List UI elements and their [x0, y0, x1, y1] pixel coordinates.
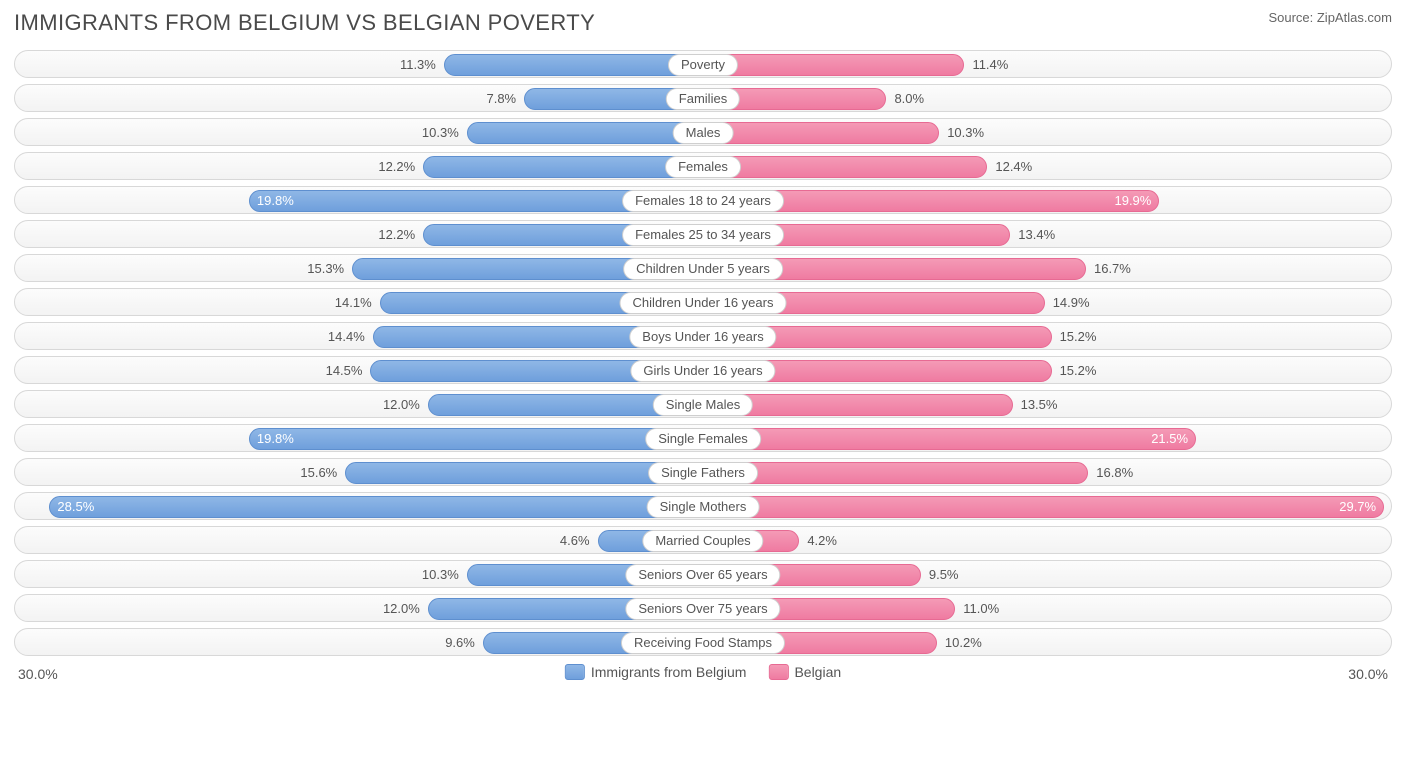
legend-label-left: Immigrants from Belgium: [591, 664, 747, 680]
category-label: Females 18 to 24 years: [622, 190, 784, 212]
chart-title: IMMIGRANTS FROM BELGIUM VS BELGIAN POVER…: [14, 10, 595, 36]
bar-left: [423, 156, 703, 178]
value-left: 14.5%: [326, 357, 363, 385]
value-right: 16.7%: [1094, 255, 1131, 283]
value-right: 15.2%: [1060, 323, 1097, 351]
category-label: Seniors Over 65 years: [625, 564, 780, 586]
bar-row: 7.8% 8.0% Families: [14, 84, 1392, 112]
bar-left: [49, 496, 703, 518]
value-right: 4.2%: [807, 527, 837, 555]
bar-row: 10.3% 10.3% Males: [14, 118, 1392, 146]
value-left: 10.3%: [422, 561, 459, 589]
legend-label-right: Belgian: [794, 664, 841, 680]
value-right: 14.9%: [1053, 289, 1090, 317]
value-left: 14.1%: [335, 289, 372, 317]
legend-item-right: Belgian: [768, 664, 841, 680]
bar-row: 4.6% 4.2% Married Couples: [14, 526, 1392, 554]
source-attribution: Source: ZipAtlas.com: [1268, 10, 1392, 25]
bar-left: [249, 428, 703, 450]
bar-right: [703, 54, 964, 76]
value-right: 29.7%: [1339, 493, 1376, 521]
category-label: Families: [666, 88, 740, 110]
value-left: 19.8%: [257, 425, 294, 453]
bar-right: [703, 156, 987, 178]
value-left: 10.3%: [422, 119, 459, 147]
bar-row: 28.5% 29.7% Single Mothers: [14, 492, 1392, 520]
category-label: Married Couples: [642, 530, 763, 552]
bar-row: 19.8% 21.5% Single Females: [14, 424, 1392, 452]
value-right: 16.8%: [1096, 459, 1133, 487]
source-prefix: Source:: [1268, 10, 1316, 25]
bar-right: [703, 496, 1384, 518]
bar-row: 12.2% 12.4% Females: [14, 152, 1392, 180]
bar-row: 12.2% 13.4% Females 25 to 34 years: [14, 220, 1392, 248]
bar-row: 11.3% 11.4% Poverty: [14, 50, 1392, 78]
value-right: 10.2%: [945, 629, 982, 657]
category-label: Single Fathers: [648, 462, 758, 484]
value-left: 15.3%: [307, 255, 344, 283]
category-label: Females: [665, 156, 741, 178]
category-label: Children Under 16 years: [620, 292, 787, 314]
legend-swatch-left: [565, 664, 585, 680]
category-label: Single Females: [645, 428, 761, 450]
legend: Immigrants from Belgium Belgian: [565, 664, 841, 680]
bar-row: 12.0% 13.5% Single Males: [14, 390, 1392, 418]
bar-row: 10.3% 9.5% Seniors Over 65 years: [14, 560, 1392, 588]
category-label: Children Under 5 years: [623, 258, 783, 280]
bar-left: [467, 122, 703, 144]
source-name: ZipAtlas.com: [1317, 10, 1392, 25]
value-right: 13.4%: [1018, 221, 1055, 249]
value-left: 9.6%: [445, 629, 475, 657]
value-left: 15.6%: [300, 459, 337, 487]
bar-right: [703, 428, 1196, 450]
value-right: 8.0%: [894, 85, 924, 113]
category-label: Receiving Food Stamps: [621, 632, 785, 654]
bar-right: [703, 462, 1088, 484]
category-label: Males: [673, 122, 734, 144]
bar-row: 15.6% 16.8% Single Fathers: [14, 458, 1392, 486]
category-label: Single Mothers: [647, 496, 760, 518]
value-right: 10.3%: [947, 119, 984, 147]
category-label: Females 25 to 34 years: [622, 224, 784, 246]
value-left: 12.2%: [378, 221, 415, 249]
category-label: Girls Under 16 years: [630, 360, 775, 382]
value-right: 12.4%: [995, 153, 1032, 181]
value-right: 9.5%: [929, 561, 959, 589]
legend-swatch-right: [768, 664, 788, 680]
value-right: 13.5%: [1021, 391, 1058, 419]
category-label: Single Males: [653, 394, 753, 416]
value-left: 11.3%: [400, 51, 436, 79]
bar-left: [444, 54, 703, 76]
bar-row: 12.0% 11.0% Seniors Over 75 years: [14, 594, 1392, 622]
diverging-bar-chart: 11.3%11.4%Poverty7.8%8.0%Families10.3%10…: [14, 50, 1392, 656]
value-left: 12.0%: [383, 391, 420, 419]
legend-item-left: Immigrants from Belgium: [565, 664, 747, 680]
value-left: 14.4%: [328, 323, 365, 351]
bar-right: [703, 122, 939, 144]
bar-row: 15.3% 16.7% Children Under 5 years: [14, 254, 1392, 282]
bar-row: 14.5% 15.2% Girls Under 16 years: [14, 356, 1392, 384]
category-label: Poverty: [668, 54, 738, 76]
value-left: 7.8%: [486, 85, 516, 113]
value-left: 19.8%: [257, 187, 294, 215]
bar-row: 9.6% 10.2% Receiving Food Stamps: [14, 628, 1392, 656]
value-left: 4.6%: [560, 527, 590, 555]
value-left: 12.0%: [383, 595, 420, 623]
value-right: 15.2%: [1060, 357, 1097, 385]
value-right: 21.5%: [1151, 425, 1188, 453]
category-label: Boys Under 16 years: [629, 326, 776, 348]
value-right: 11.4%: [972, 51, 1008, 79]
bar-row: 14.1% 14.9% Children Under 16 years: [14, 288, 1392, 316]
value-left: 12.2%: [378, 153, 415, 181]
value-left: 28.5%: [57, 493, 94, 521]
axis-max-right: 30.0%: [1348, 666, 1388, 682]
bar-row: 14.4% 15.2% Boys Under 16 years: [14, 322, 1392, 350]
category-label: Seniors Over 75 years: [625, 598, 780, 620]
value-right: 11.0%: [963, 595, 999, 623]
value-right: 19.9%: [1114, 187, 1151, 215]
bar-row: 19.8% 19.9% Females 18 to 24 years: [14, 186, 1392, 214]
axis-max-left: 30.0%: [18, 666, 58, 682]
